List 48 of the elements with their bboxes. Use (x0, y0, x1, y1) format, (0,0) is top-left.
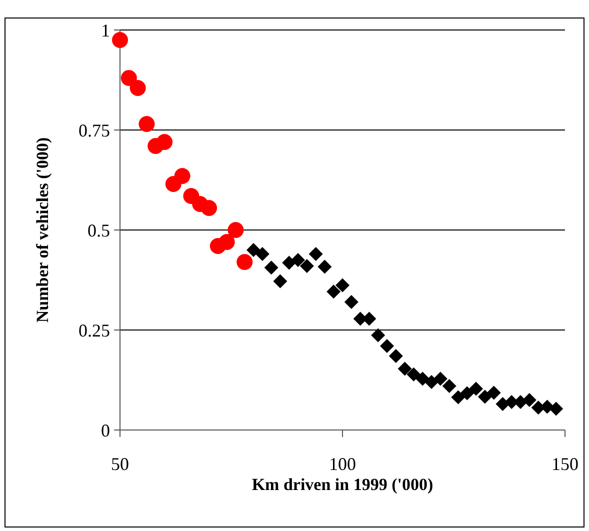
point (522, 393, 536, 407)
y-tick-label: 0.75 (78, 120, 110, 140)
point (326, 284, 341, 299)
point (469, 382, 483, 396)
point (255, 247, 270, 261)
point (236, 254, 253, 270)
point (336, 278, 350, 292)
point (273, 274, 288, 288)
x-tick-label: 150 (552, 454, 578, 474)
point (486, 386, 501, 400)
y-tick-label: 1 (101, 20, 110, 40)
y-axis-title: Number of vehicles ('000) (33, 137, 52, 323)
point (433, 372, 448, 386)
point (398, 362, 412, 376)
point (371, 328, 386, 342)
x-tick-label: 50 (111, 454, 129, 474)
point (228, 222, 244, 238)
y-tick-label: 0.25 (78, 320, 110, 340)
point (460, 386, 474, 400)
point (291, 253, 305, 267)
point (451, 390, 466, 404)
point (112, 32, 128, 48)
point (300, 259, 314, 273)
point (318, 260, 332, 274)
point (130, 80, 146, 96)
y-tick-label: 0 (101, 420, 110, 440)
point (156, 134, 172, 150)
point (344, 295, 358, 309)
point (424, 375, 438, 389)
point (406, 367, 421, 382)
point (246, 243, 260, 257)
point (282, 256, 296, 270)
x-axis-title: Km driven in 1999 ('000) (252, 475, 434, 494)
point (138, 116, 155, 132)
point (416, 372, 430, 386)
point (308, 247, 323, 261)
x-tick-label: 100 (329, 454, 356, 474)
y-tick-label: 0.5 (88, 220, 110, 240)
point (388, 349, 403, 363)
point (174, 168, 190, 184)
point (549, 402, 564, 416)
point (264, 260, 278, 275)
point (380, 339, 394, 353)
point (201, 200, 217, 216)
point (120, 70, 137, 86)
point (442, 379, 456, 393)
point (478, 390, 492, 404)
point (218, 234, 235, 250)
